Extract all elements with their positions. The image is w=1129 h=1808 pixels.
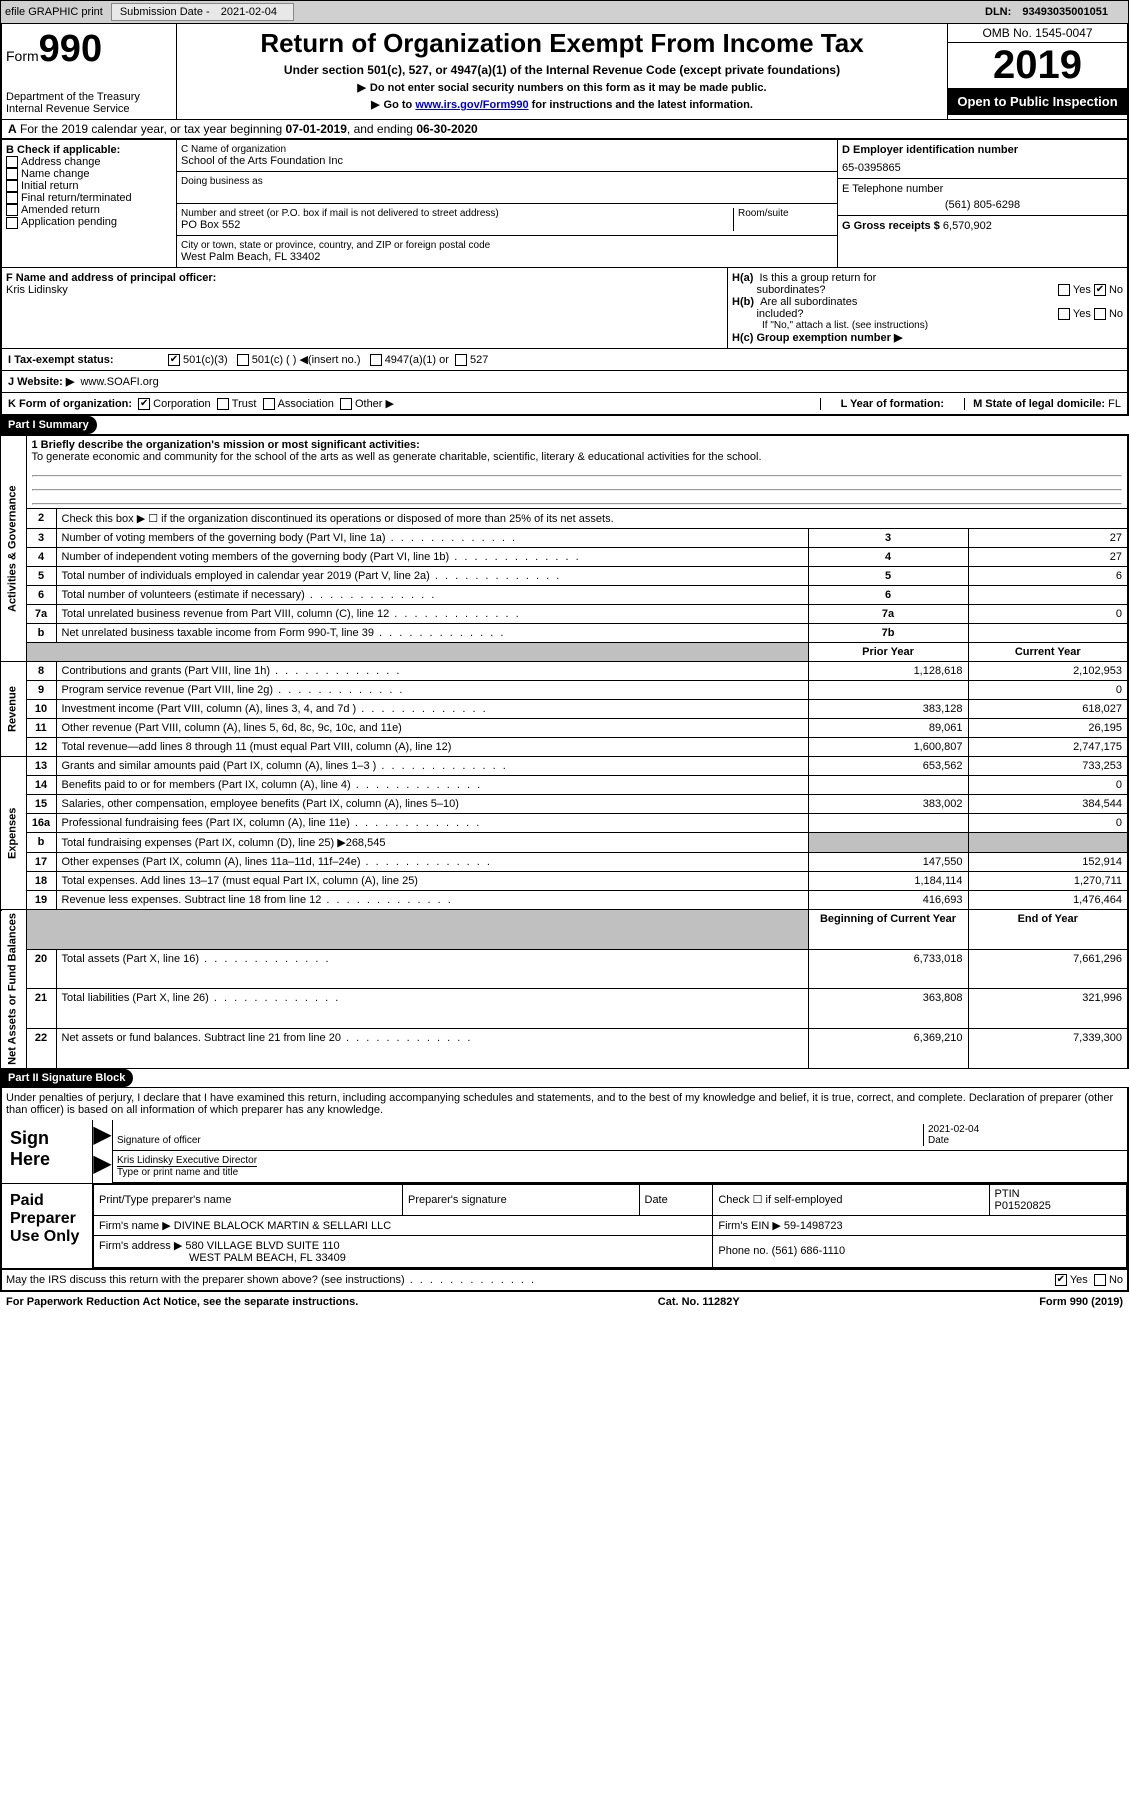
- discuss-row: May the IRS discuss this return with the…: [2, 1269, 1127, 1290]
- vtab-net: Net Assets or Fund Balances: [1, 910, 26, 1069]
- k-org-row: K Form of organization: ✔Corporation Tru…: [0, 392, 1129, 416]
- org-name: School of the Arts Foundation Inc: [181, 155, 833, 167]
- room-label: Room/suite: [733, 208, 833, 231]
- omb-number: OMB No. 1545-0047: [948, 24, 1127, 43]
- ein-label: D Employer identification number: [842, 144, 1018, 156]
- hc-label: H(c) Group exemption number ▶: [732, 332, 902, 344]
- subtitle-2: Do not enter social security numbers on …: [181, 81, 943, 94]
- checkbox-name-change[interactable]: [6, 168, 18, 180]
- header-bar: efile GRAPHIC print Submission Date - 20…: [0, 0, 1129, 24]
- check-501c3[interactable]: ✔: [168, 354, 180, 366]
- checkbox-initial[interactable]: [6, 180, 18, 192]
- gross-receipts: 6,570,902: [943, 220, 992, 232]
- vtab-expenses: Expenses: [1, 757, 26, 910]
- dba-label: Doing business as: [181, 176, 833, 187]
- signature-block: Sign Here ▶▶ Signature of officer2021-02…: [0, 1120, 1129, 1292]
- mission-text: To generate economic and community for t…: [32, 451, 762, 463]
- tax-year: 2019: [948, 43, 1127, 88]
- phone-label: E Telephone number: [842, 183, 1123, 195]
- website-row: J Website: ▶ www.SOAFI.org: [0, 370, 1129, 392]
- f-label: F Name and address of principal officer:: [6, 272, 216, 284]
- check-other[interactable]: [340, 398, 352, 410]
- vtab-governance: Activities & Governance: [1, 436, 26, 662]
- checkbox-pending[interactable]: [6, 217, 18, 229]
- footer-left: For Paperwork Reduction Act Notice, see …: [6, 1296, 358, 1308]
- subtitle-3: Go to www.irs.gov/Form990 for instructio…: [181, 98, 943, 111]
- dln: DLN: 93493035001051: [985, 6, 1116, 18]
- check-corp[interactable]: ✔: [138, 398, 150, 410]
- street-address: PO Box 552: [181, 219, 733, 231]
- subtitle-1: Under section 501(c), 527, or 4947(a)(1)…: [181, 63, 943, 77]
- part1-header: Part I Summary: [0, 416, 97, 434]
- form-title: Return of Organization Exempt From Incom…: [181, 28, 943, 59]
- checkbox-amended[interactable]: [6, 204, 18, 216]
- paid-preparer-label: Paid Preparer Use Only: [2, 1184, 92, 1268]
- dept-label: Department of the Treasury Internal Reve…: [6, 91, 172, 115]
- form-header: Form990 Department of the Treasury Inter…: [0, 24, 1129, 119]
- col-b-checkboxes: B Check if applicable: Address change Na…: [2, 140, 177, 267]
- exempt-status-row: I Tax-exempt status: ✔501(c)(3) 501(c) (…: [0, 348, 1129, 370]
- header-grid: B Check if applicable: Address change Na…: [0, 140, 1129, 268]
- m-label: M State of legal domicile:: [973, 398, 1108, 410]
- hb-no[interactable]: [1094, 308, 1106, 320]
- check-527[interactable]: [455, 354, 467, 366]
- declaration-text: Under penalties of perjury, I declare th…: [0, 1088, 1129, 1120]
- form990-link[interactable]: www.irs.gov/Form990: [415, 99, 528, 111]
- city-state-zip: West Palm Beach, FL 33402: [181, 251, 833, 263]
- gross-label: G Gross receipts $: [842, 220, 943, 232]
- check-assoc[interactable]: [263, 398, 275, 410]
- officer-name: Kris Lidinsky: [6, 284, 68, 296]
- vtab-revenue: Revenue: [1, 662, 26, 757]
- form-number: Form990: [6, 28, 172, 71]
- hb-note: If "No," attach a list. (see instruction…: [732, 320, 1123, 331]
- org-name-label: C Name of organization: [181, 144, 833, 155]
- check-trust[interactable]: [217, 398, 229, 410]
- checkbox-final[interactable]: [6, 192, 18, 204]
- website-url: www.SOAFI.org: [80, 376, 158, 388]
- row-f-h: F Name and address of principal officer:…: [0, 268, 1129, 348]
- sign-here-label: Sign Here: [2, 1120, 92, 1183]
- discuss-no[interactable]: [1094, 1274, 1106, 1286]
- hb-yes[interactable]: [1058, 308, 1070, 320]
- ha-no[interactable]: ✔: [1094, 284, 1106, 296]
- submission-date: Submission Date - 2021-02-04: [111, 3, 294, 21]
- check-501c[interactable]: [237, 354, 249, 366]
- footer-right: Form 990 (2019): [1039, 1296, 1123, 1308]
- discuss-yes[interactable]: ✔: [1055, 1274, 1067, 1286]
- footer: For Paperwork Reduction Act Notice, see …: [0, 1292, 1129, 1312]
- phone-value: (561) 805-6298: [842, 199, 1123, 211]
- inspection-label: Open to Public Inspection: [948, 88, 1127, 115]
- m-state: FL: [1108, 398, 1121, 410]
- city-label: City or town, state or province, country…: [181, 240, 833, 251]
- part2-header: Part II Signature Block: [0, 1069, 133, 1087]
- ha-yes[interactable]: [1058, 284, 1070, 296]
- summary-table: Activities & Governance 1 Briefly descri…: [0, 435, 1129, 1069]
- checkbox-addr-change[interactable]: [6, 156, 18, 168]
- efile-label: efile GRAPHIC print: [5, 6, 103, 18]
- addr-label: Number and street (or P.O. box if mail i…: [181, 208, 733, 219]
- footer-mid: Cat. No. 11282Y: [658, 1296, 740, 1308]
- check-4947[interactable]: [370, 354, 382, 366]
- section-a: A For the 2019 calendar year, or tax yea…: [0, 119, 1129, 140]
- l-label: L Year of formation:: [841, 398, 945, 410]
- ein-value: 65-0395865: [842, 162, 1123, 174]
